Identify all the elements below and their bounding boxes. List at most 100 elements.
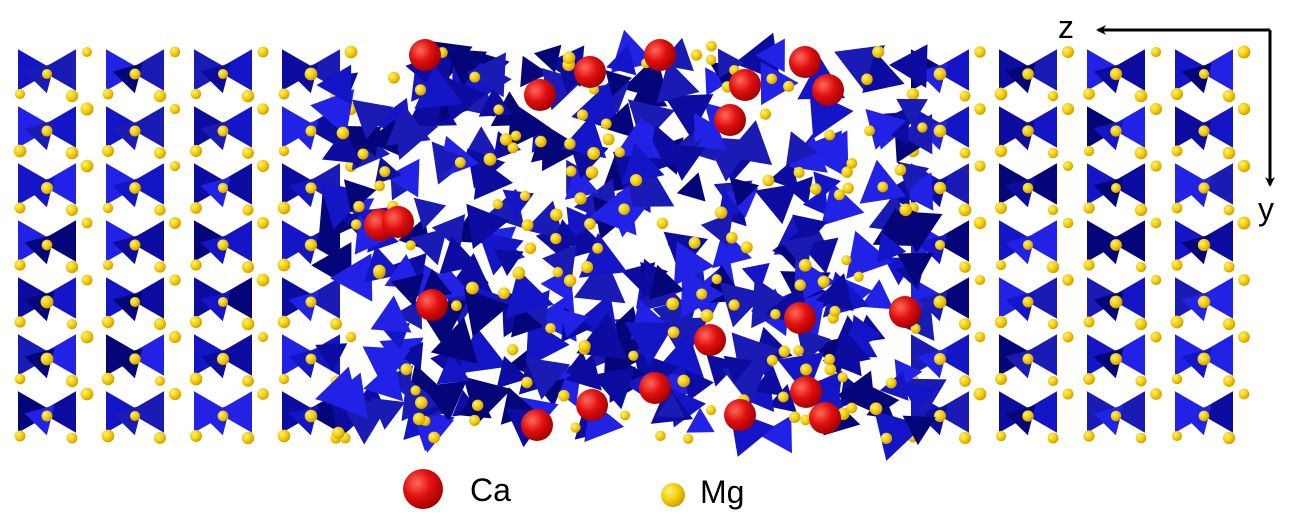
mg-atom [469,72,480,83]
mg-atom [41,125,52,136]
z-label: z [1058,9,1074,45]
mg-atom [1048,433,1059,444]
mg-atom [1063,218,1074,229]
mg-atom [535,136,547,148]
mg-atom [353,201,364,212]
mg-atom [778,391,789,402]
mg-atom [451,300,462,311]
ca-atom [521,409,553,441]
mg-atom [689,237,701,249]
mg-atom [564,274,576,286]
mg-atom [834,189,845,200]
mg-atom [712,274,722,284]
ca-atom [790,376,822,408]
mg-atom [154,147,166,159]
mg-atom [102,430,115,443]
mg-atom [428,432,440,444]
mg-atom [550,233,561,244]
mg-atom [278,259,291,272]
mg-atom [1022,410,1033,421]
mg-atom [579,340,591,352]
mg-atom [130,69,141,80]
mg-atom [1048,91,1059,102]
mg-atom [799,259,812,272]
mg-atom [42,411,53,422]
mg-atom [570,422,580,432]
mg-atom [1135,90,1148,103]
mg-atom [789,411,801,423]
mg-atom [691,49,702,60]
mg-atom [1171,259,1182,270]
ca-atom [714,104,746,136]
mg-atom [351,219,361,229]
mg-atom [995,202,1007,214]
figure: z y Ca Mg [0,0,1295,518]
mg-atom [278,202,291,215]
mg-atom [974,217,987,230]
mg-atom [279,374,289,384]
mg-atom [1223,90,1235,102]
mg-atom [379,166,390,177]
mg-atom [1136,262,1146,272]
mg-atom [130,297,140,307]
mg-atom [373,265,386,278]
mg-atom [1084,146,1094,156]
mg-atom [469,415,480,426]
mg-atom [1238,160,1250,172]
structure [14,30,1251,461]
mg-atom [66,204,78,216]
mg-atom [974,160,985,171]
mg-atom [103,260,113,270]
mg-atom [907,88,919,100]
mg-atom [1047,261,1059,273]
mg-atom [41,353,54,366]
mg-atom [975,332,986,343]
mg-atom [415,84,426,95]
mg-atom [1172,374,1182,384]
mg-atom [1022,296,1033,307]
mg-atom [306,126,317,137]
ca-legend-marker [403,469,443,509]
mg-atom [1083,430,1094,441]
mg-atom [1110,68,1122,80]
mg-atom [67,433,78,444]
mg-atom [974,46,985,57]
mg-atom [218,69,228,79]
mg-atom [864,125,875,136]
mg-atom [1048,205,1058,215]
mg-atom [305,410,318,423]
mg-atom [846,158,857,169]
mg-atom [257,103,269,115]
mg-atom [1110,353,1122,365]
mg-atom [783,81,794,92]
mg-atom [521,377,532,388]
mg-atom [345,46,358,59]
mg-atom [1198,182,1209,193]
mg-atom [472,400,483,411]
mg-atom [190,430,202,442]
mg-atom [824,354,835,365]
mg-atom [767,355,778,366]
mg-atom [14,316,25,327]
mg-atom [154,318,166,330]
mg-atom [129,353,140,364]
mg-atom [741,241,753,253]
mg-atom [1223,375,1235,387]
mg-atom [760,108,771,119]
mg-atom [1238,46,1251,59]
mg-atom [838,372,848,382]
mg-atom [1198,353,1211,366]
mg-atom [374,181,385,192]
mg-atom [129,125,140,136]
mg-atom [257,388,269,400]
mg-atom [1110,296,1123,309]
mg-atom [630,174,642,186]
mg-atom [934,296,947,309]
mg-atom [1135,375,1146,386]
mg-atom [818,276,830,288]
mg-atom [1023,354,1034,365]
mg-atom [258,47,269,58]
mg-atom [934,410,946,422]
mg-atom [934,68,947,81]
mg-atom [242,90,255,103]
